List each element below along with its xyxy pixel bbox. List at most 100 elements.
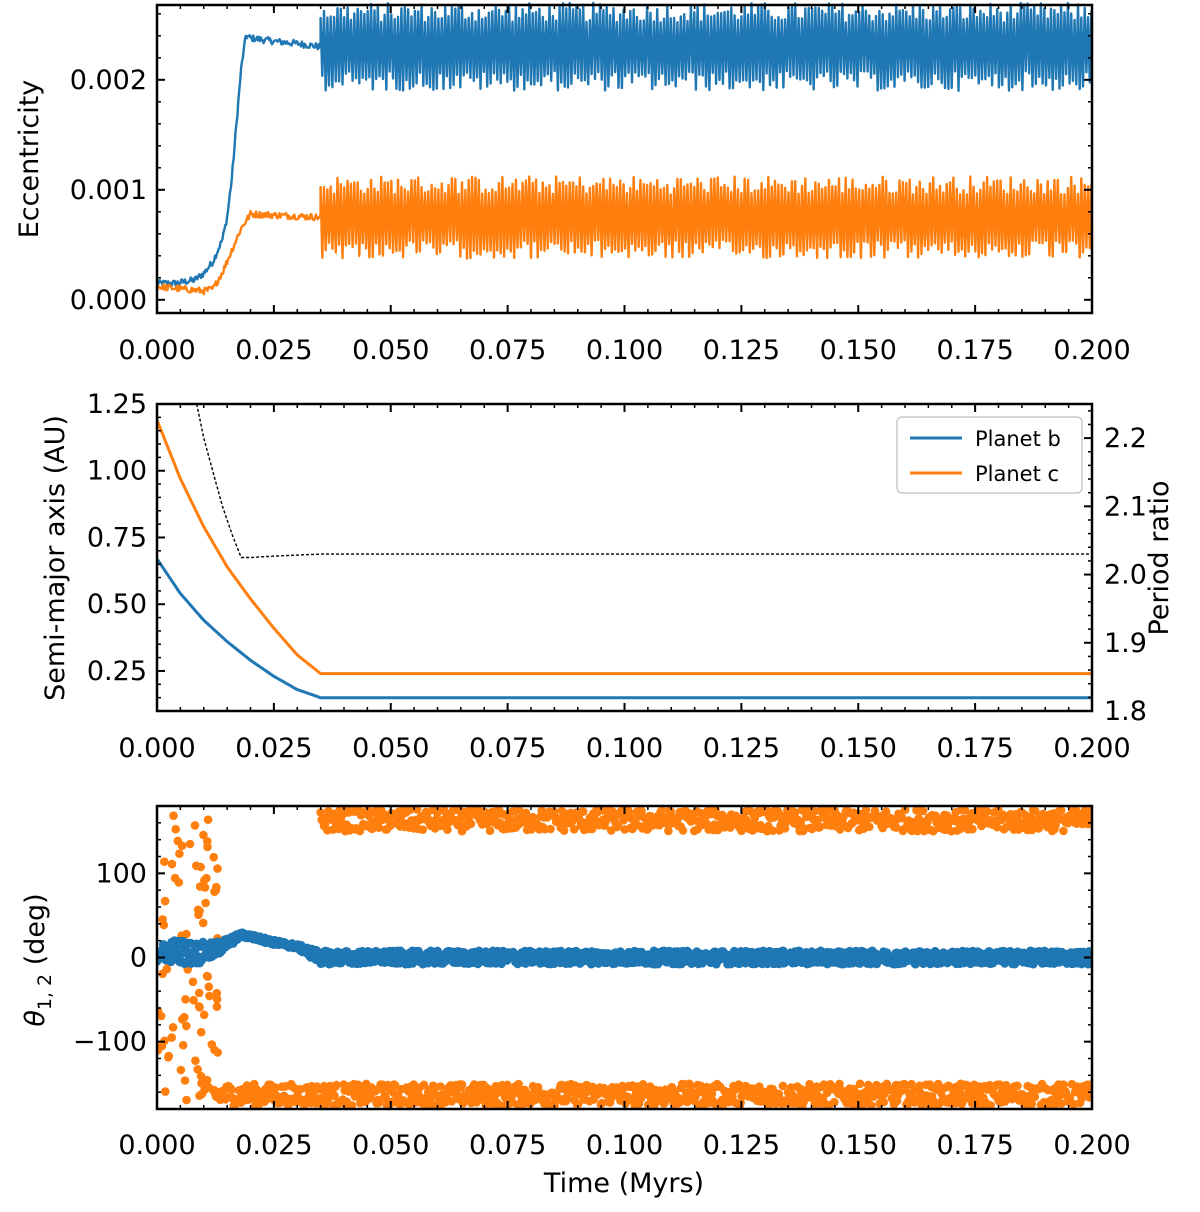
x-tick-label: 0.175: [936, 335, 1013, 366]
planet-c-angle-point: [457, 1080, 467, 1089]
planet-c-angle-point: [332, 1080, 341, 1090]
planet-c-angle-point: [982, 807, 992, 816]
angle-y-axis-label: θ1, 2 (deg): [20, 893, 56, 1026]
planet-c-angle-point: [813, 815, 822, 825]
semimajor-ticks: 0.000 0.025 0.050 0.075 0.100 0.125 0.150 0.175…: [87, 389, 1147, 764]
planet-c-angle-point: [178, 1015, 187, 1024]
x-tick-label: 0.000: [118, 335, 195, 366]
y2-tick-label: 2.2: [1104, 423, 1147, 454]
y-tick-label: 0.002: [70, 65, 147, 96]
planet-c-angle-point: [503, 1080, 512, 1090]
planet-c-angle-point: [194, 988, 204, 998]
y-tick-label: 1.25: [87, 389, 147, 420]
legend-label-planet-b: Planet b: [975, 427, 1061, 451]
x-tick-label: 0.025: [235, 733, 312, 764]
x-tick-label: 0.150: [820, 1130, 897, 1161]
eccentricity-data: [155, 1, 1093, 296]
planet-c-angle-point: [199, 1010, 209, 1020]
planet-c-angle-point: [212, 994, 222, 1004]
planet-c-angle-point: [168, 1023, 178, 1032]
planet-c-angle-point: [161, 1087, 170, 1096]
planet-c-angle-point: [167, 1033, 176, 1042]
planet-c-angle-point: [209, 852, 218, 862]
planet-c-angle-point: [203, 815, 213, 824]
planet-c-angle-point: [505, 817, 515, 826]
y-tick-label: 1.00: [87, 456, 147, 487]
planet-c-angle-point: [521, 808, 531, 818]
planet-c-angle-point: [207, 1040, 217, 1049]
planet-c-angle-point: [707, 1089, 717, 1099]
planet-c-angle-point: [194, 910, 203, 920]
planet-b-eccentricity-line: [155, 1, 1093, 288]
planet-c-angle-point: [1059, 826, 1068, 836]
planet-c-angle-point: [1001, 823, 1011, 832]
planet-c-angle-point: [1013, 814, 1022, 823]
planet-c-angle-point: [169, 811, 178, 820]
planet-c-angle-point: [569, 825, 579, 834]
planet-c-angle-point: [197, 1089, 207, 1099]
planet-c-angle-point: [664, 826, 673, 836]
planet-c-angle-point: [367, 824, 377, 834]
planet-c-angle-point: [227, 1085, 236, 1095]
planet-c-angle-point: [182, 929, 191, 939]
planet-c-angle-point: [203, 837, 212, 846]
planet-c-angle-point: [210, 887, 219, 896]
planet-c-angle-point: [188, 977, 198, 987]
planet-c-angle-point: [546, 824, 555, 834]
y-tick-label: 0.25: [87, 656, 147, 687]
semimajor-data: [157, 404, 1092, 700]
planet-c-angle-point: [412, 806, 422, 814]
planet-c-angle-point: [199, 830, 208, 840]
planet-c-angle-point: [189, 995, 198, 1005]
planet-c-angle-point: [178, 1040, 188, 1050]
planet-c-angle-point: [900, 806, 910, 815]
planet-c-angle-point: [213, 864, 222, 873]
planet-c-angle-point: [374, 823, 384, 832]
planet-c-angle-point: [891, 823, 901, 832]
planet-c-angle-point: [495, 1101, 505, 1109]
y2-tick-label: 1.9: [1104, 628, 1147, 659]
planet-c-angle-point: [164, 1053, 173, 1062]
planet-c-angle-point: [830, 1097, 839, 1107]
planet-b-semimajor-line: [157, 557, 1092, 700]
x-tick-label: 0.175: [936, 1130, 1013, 1161]
y-tick-label: 100: [95, 858, 147, 889]
x-tick-label: 0.075: [469, 335, 546, 366]
planet-c-angle-point: [1057, 1099, 1066, 1108]
planet-c-angle-point: [202, 873, 211, 883]
eccentricity-ticks: 0.000 0.025 0.050 0.075 0.100 0.125 0.150 0.175…: [70, 5, 1131, 366]
y-tick-label: 0.000: [70, 285, 147, 316]
planet-c-angle-point: [196, 862, 205, 872]
planet-c-angle-point: [176, 1065, 186, 1075]
planet-c-angle-point: [160, 857, 169, 866]
y-tick-label: −100: [73, 1027, 147, 1058]
planet-c-angle-point: [175, 849, 184, 858]
planet-c-angle-point: [196, 1027, 206, 1037]
legend: Planet b Planet c: [896, 416, 1083, 494]
semimajor-panel: 0.000 0.025 0.050 0.075 0.100 0.125 0.150 0.175…: [40, 389, 1175, 764]
planet-c-angle-point: [182, 1021, 191, 1031]
planet-c-angle-point: [657, 806, 666, 815]
x-tick-label: 0.175: [936, 733, 1013, 764]
planet-c-angle-point: [968, 824, 977, 834]
x-tick-label: 0.150: [820, 335, 897, 366]
x-tick-label: 0.200: [1053, 335, 1130, 366]
planet-c-angle-point: [578, 807, 588, 816]
planet-c-angle-point: [194, 1002, 204, 1011]
y-tick-label: 0.001: [70, 175, 147, 206]
x-tick-label: 0.050: [352, 733, 429, 764]
planet-c-angle-point: [660, 1098, 669, 1108]
x-tick-label: 0.000: [118, 733, 195, 764]
planet-c-angle-point: [390, 1081, 400, 1090]
period-ratio-axis-label: Period ratio: [1144, 480, 1175, 635]
planet-c-angle-point: [157, 1041, 167, 1051]
planet-c-angle-point: [212, 1002, 222, 1011]
planet-c-angle-point: [174, 878, 184, 887]
planet-c-angle-point: [790, 808, 800, 817]
x-tick-label: 0.075: [469, 1130, 546, 1161]
y-tick-label: 0.75: [87, 522, 147, 553]
planet-c-angle-point: [918, 806, 928, 816]
planet-c-angle-point: [200, 883, 210, 892]
planet-c-angle-point: [678, 826, 688, 835]
